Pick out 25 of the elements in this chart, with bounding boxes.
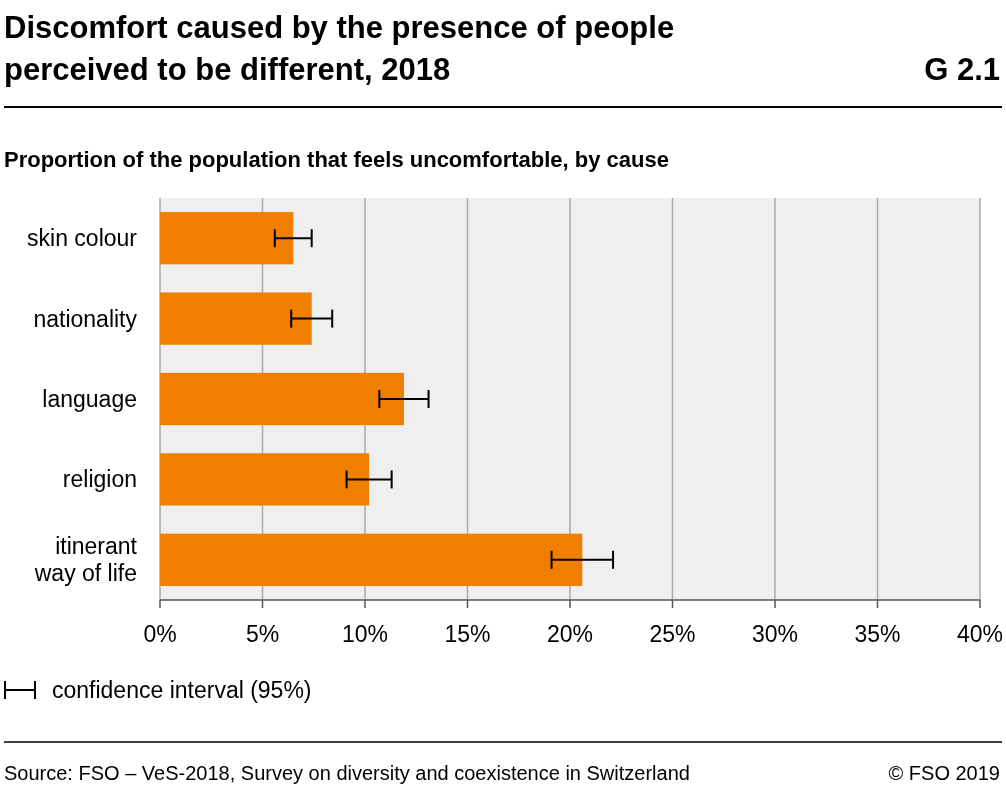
- source-note: Source: FSO – VeS-2018, Survey on diversity and coexistence in Switzerland: [4, 762, 690, 784]
- x-tick-label: 30%: [751, 621, 799, 647]
- y-tick-label: religion: [62, 466, 137, 493]
- y-tick-label: nationality: [33, 305, 138, 332]
- text: © FSO 2019: [888, 762, 1000, 784]
- bar: [160, 292, 312, 345]
- x-tick-label: 15%: [444, 621, 491, 647]
- y-tick-label: language: [42, 386, 137, 412]
- text: G 2.1: [924, 52, 1000, 87]
- bar: [160, 453, 370, 506]
- y-tick-label: skin colour: [27, 225, 138, 252]
- chart-subtitle: Proportion of the population that feels uncomfortable, by cause: [4, 147, 669, 172]
- x-tick-label: 40%: [956, 621, 1004, 647]
- x-tick-label: 25%: [649, 621, 696, 647]
- text: confidence interval (95%): [52, 677, 312, 703]
- y-tick-label: itinerant way of life: [33, 533, 138, 587]
- x-tick-label: 10%: [341, 621, 389, 647]
- x-tick-label: 20%: [546, 621, 594, 647]
- chart-title: Discomfort caused by the presence of people perceived to be different, 2018: [4, 10, 675, 87]
- bar: [160, 533, 583, 586]
- x-tick-label: 35%: [854, 621, 901, 647]
- x-tick-label: 0%: [143, 621, 177, 647]
- x-tick-label: 5%: [245, 621, 280, 647]
- bar: [160, 212, 294, 265]
- bar: [160, 372, 404, 426]
